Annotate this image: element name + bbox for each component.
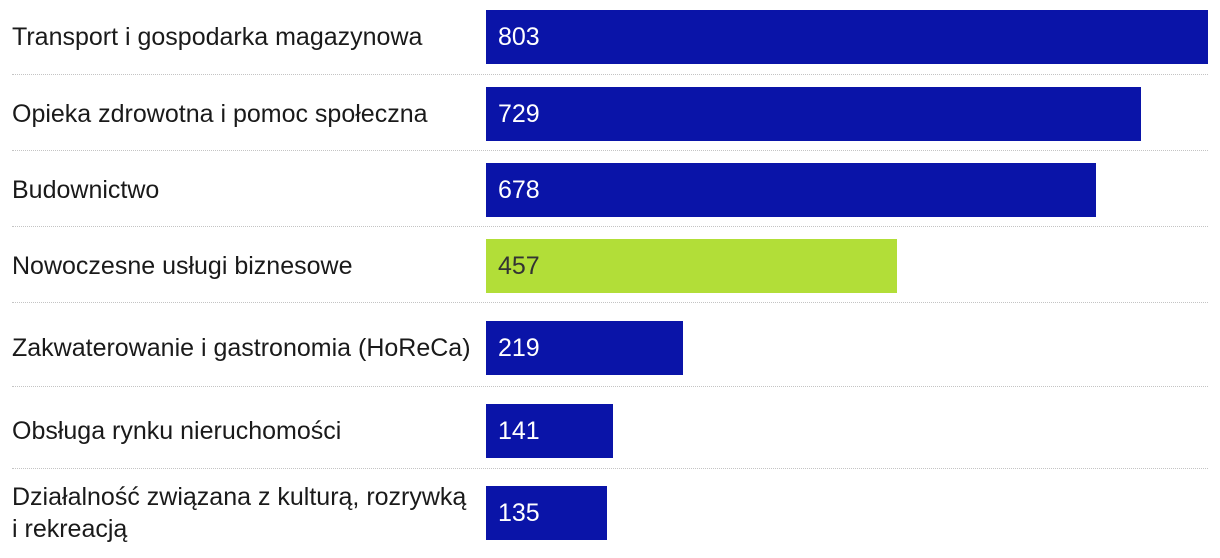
category-label: Nowoczesne usługi biznesowe: [12, 252, 353, 280]
row-divider: [12, 302, 1208, 303]
value-label: 803: [498, 23, 540, 51]
value-label: 135: [498, 499, 540, 527]
value-label: 219: [498, 334, 540, 362]
chart-row: Transport i gospodarka magazynowa 803: [0, 10, 1220, 64]
category-label: Działalność związana z kulturą, rozrywką…: [12, 483, 467, 543]
value-label: 457: [498, 252, 540, 280]
bar: 729: [486, 87, 1141, 141]
bar: 141: [486, 404, 613, 458]
row-divider: [12, 74, 1208, 75]
category-label: Budownictwo: [12, 176, 160, 204]
bar: 135: [486, 486, 607, 540]
chart-row: Działalność związana z kulturą, rozrywką…: [0, 483, 1220, 543]
chart-row: Budownictwo 678: [0, 163, 1220, 217]
chart-row: Zakwaterowanie i gastronomia (HoReCa) 219: [0, 321, 1220, 375]
chart-row: Obsługa rynku nieruchomości 141: [0, 404, 1220, 458]
row-divider: [12, 468, 1208, 469]
row-divider: [12, 150, 1208, 151]
value-label: 141: [498, 417, 540, 445]
value-label: 729: [498, 100, 540, 128]
value-label: 678: [498, 176, 540, 204]
category-label: Obsługa rynku nieruchomości: [12, 417, 342, 445]
bar: 457: [486, 239, 897, 293]
bar: 803: [486, 10, 1208, 64]
category-label: Zakwaterowanie i gastronomia (HoReCa): [12, 334, 471, 362]
bar: 219: [486, 321, 683, 375]
row-divider: [12, 386, 1208, 387]
category-label: Opieka zdrowotna i pomoc społeczna: [12, 100, 428, 128]
chart-row: Opieka zdrowotna i pomoc społeczna 729: [0, 87, 1220, 141]
row-divider: [12, 226, 1208, 227]
category-label: Transport i gospodarka magazynowa: [12, 23, 423, 51]
bar: 678: [486, 163, 1096, 217]
chart-row: Nowoczesne usługi biznesowe 457: [0, 239, 1220, 293]
